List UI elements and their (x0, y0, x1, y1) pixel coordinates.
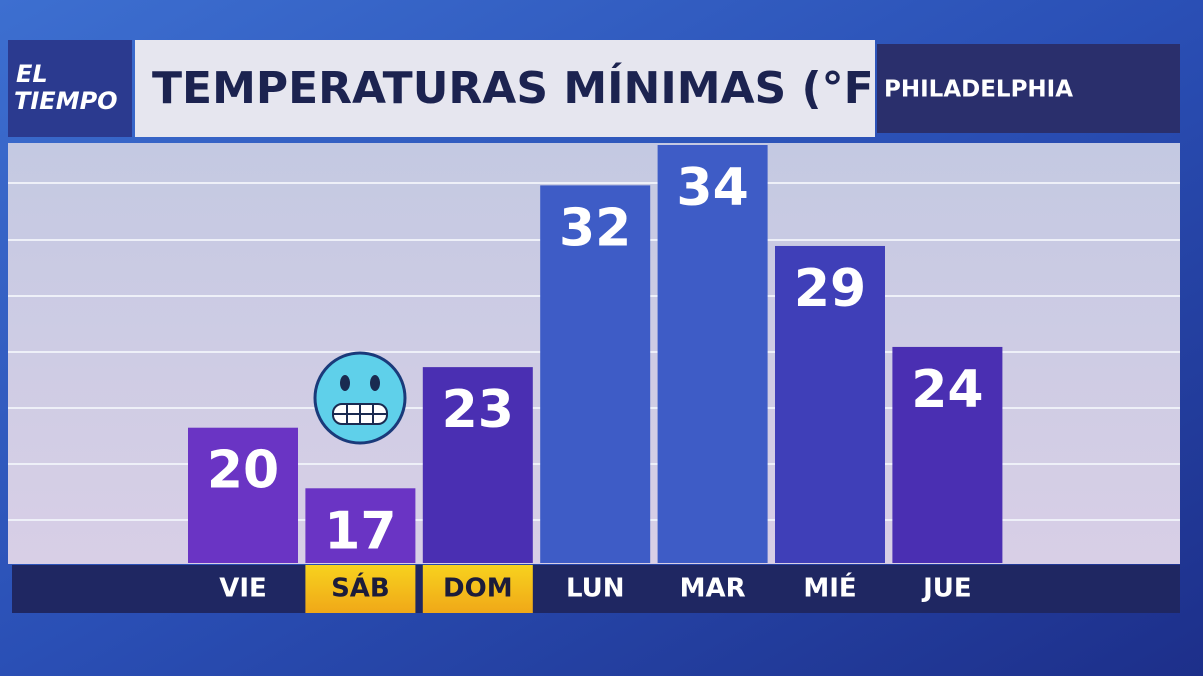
category-strip (12, 565, 1180, 613)
bar (775, 245, 885, 563)
x-tick-label: LUN (566, 574, 625, 604)
logo-box (8, 40, 132, 137)
value-label: 29 (794, 259, 866, 319)
value-label: 17 (324, 501, 396, 561)
bar (892, 346, 1003, 563)
title-box (135, 40, 875, 137)
bar (188, 427, 298, 563)
x-tick-label: DOM (443, 574, 513, 604)
location-box (877, 44, 1180, 133)
logo-text: EL (16, 60, 48, 88)
category-highlight (422, 565, 533, 613)
x-tick-label: VIE (219, 574, 267, 604)
location: PHILADELPHIA (884, 77, 1073, 103)
value-label: 20 (207, 441, 279, 501)
x-tick-label: JUE (921, 574, 972, 604)
value-label: 32 (559, 198, 631, 258)
x-tick-label: MIÉ (803, 572, 856, 604)
x-tick-label: MAR (680, 574, 746, 604)
cold-face (313, 351, 407, 445)
bar (422, 367, 533, 563)
category-highlight (305, 565, 416, 613)
bar (305, 488, 416, 563)
value-label: 24 (911, 360, 983, 420)
chart-title: TEMPERATURAS MÍNIMAS (°F) (152, 61, 894, 114)
value-label: 23 (442, 380, 514, 440)
bar (540, 185, 651, 563)
x-tick-label: SÁB (331, 572, 390, 604)
bar (657, 145, 768, 563)
value-label: 34 (676, 158, 748, 218)
logo-text: TIEMPO (14, 87, 118, 115)
